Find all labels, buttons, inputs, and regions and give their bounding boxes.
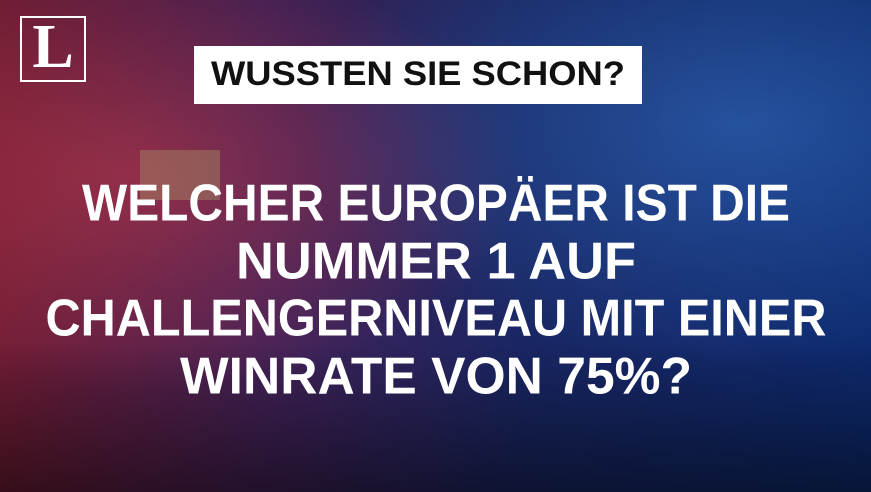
- question-line: WINRATE VON 75%?: [180, 348, 692, 406]
- header: WUSSTEN SIE SCHON?: [211, 55, 625, 93]
- logo-frame: [20, 16, 86, 82]
- question-line: NUMMER 1 AUF: [236, 233, 636, 291]
- logo: L: [32, 13, 73, 81]
- question-line: WELCHER EUROPÄER IST DIE: [82, 175, 790, 233]
- header-box: [194, 46, 642, 104]
- question-line: CHALLENGERNIVEAU MIT EINER: [46, 290, 827, 348]
